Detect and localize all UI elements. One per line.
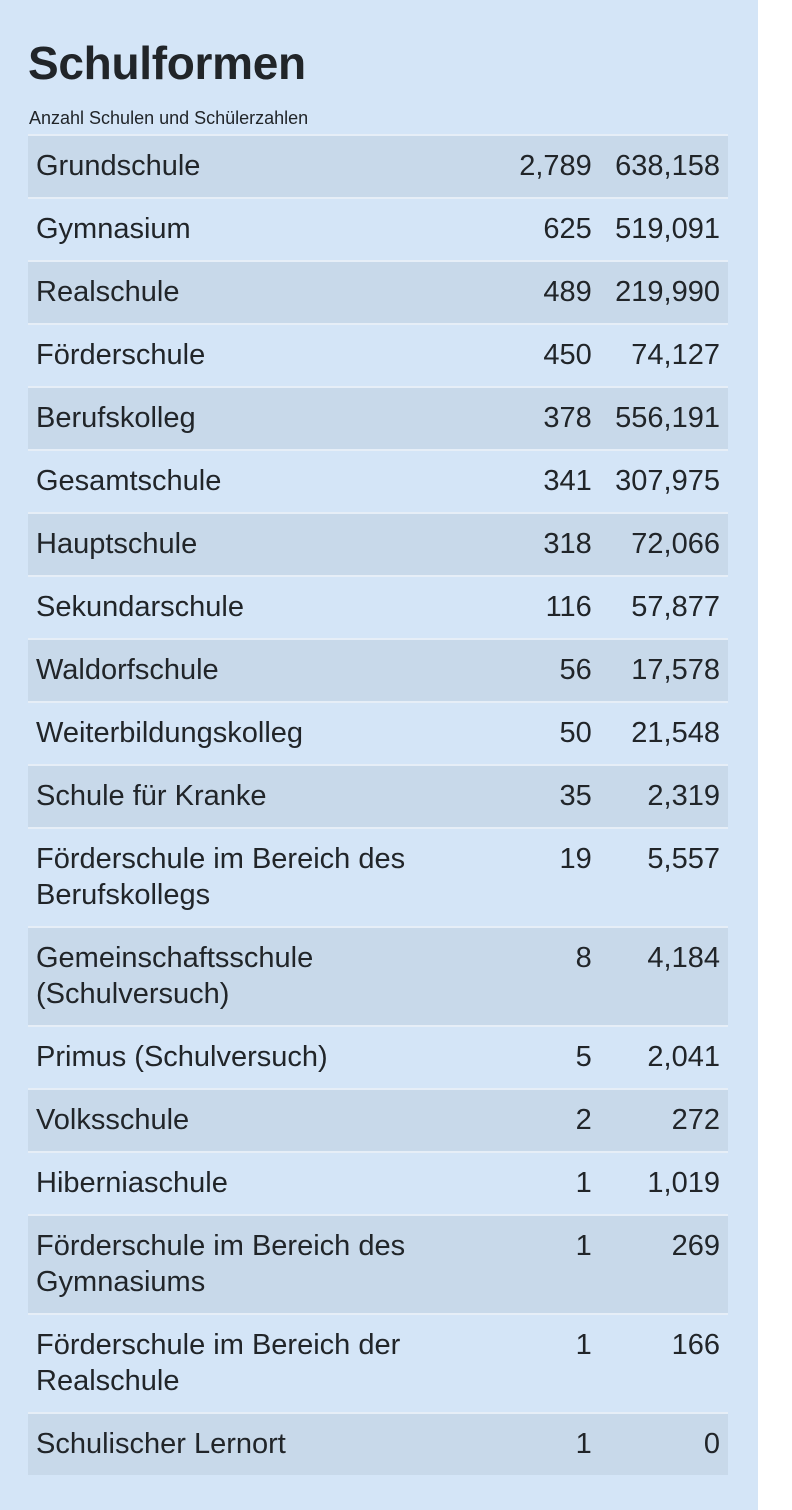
- schulform-name-cell: Schulischer Lernort: [36, 1428, 286, 1460]
- schueler-count-cell: 2,041: [647, 1041, 720, 1073]
- schulen-count-cell: 341: [543, 465, 592, 497]
- table-row: Realschule 489 219,990: [28, 261, 728, 324]
- schulform-name-cell: Gymnasium: [36, 213, 191, 245]
- schueler-count-cell: 21,548: [631, 717, 720, 749]
- schueler-count-cell: 4,184: [647, 942, 720, 974]
- table-row: Förderschule im Bereich des Berufskolleg…: [28, 828, 728, 927]
- table-row: Schulischer Lernort 1 0: [28, 1413, 728, 1475]
- schueler-count-cell: 72,066: [631, 528, 720, 560]
- schulform-name-cell: Förderschule im Bereich des Gymnasiums: [36, 1230, 406, 1298]
- schueler-count-cell: 269: [671, 1230, 720, 1262]
- table-row: Volksschule 2 272: [28, 1089, 728, 1152]
- schueler-count-cell: 1,019: [647, 1167, 720, 1199]
- schulen-count-cell: 116: [545, 591, 592, 623]
- schulform-name-cell: Berufskolleg: [36, 402, 196, 434]
- schulen-count-cell: 8: [575, 942, 592, 974]
- schulform-name-cell: Primus (Schulversuch): [36, 1041, 328, 1073]
- schueler-count-cell: 17,578: [631, 654, 720, 686]
- schueler-count-cell: 0: [703, 1428, 720, 1460]
- schueler-count-cell: 5,557: [647, 843, 720, 875]
- schueler-count-cell: 74,127: [631, 339, 720, 371]
- schueler-count-cell: 272: [671, 1104, 720, 1136]
- schulen-count-cell: 1: [575, 1167, 592, 1199]
- schulform-name-cell: Waldorfschule: [36, 654, 219, 686]
- schueler-count-cell: 57,877: [631, 591, 720, 623]
- schueler-count-cell: 519,091: [615, 213, 720, 245]
- schulform-name-cell: Gemeinschaftsschule (Schulversuch): [36, 942, 314, 1010]
- schulen-count-cell: 489: [543, 276, 592, 308]
- schulen-count-cell: 2,789: [519, 150, 592, 182]
- schulform-name-cell: Grundschule: [36, 150, 201, 182]
- schulen-count-cell: 50: [559, 717, 592, 749]
- schulform-name-cell: Förderschule: [36, 339, 206, 371]
- table-row: Sekundarschule 116 57,877: [28, 576, 728, 639]
- page-title: Schulformen: [28, 37, 306, 89]
- schueler-count-cell: 556,191: [615, 402, 720, 434]
- schulform-name-cell: Hauptschule: [36, 528, 198, 560]
- schulen-count-cell: 1: [575, 1329, 592, 1361]
- schulen-count-cell: 56: [559, 654, 592, 686]
- schulen-count-cell: 1: [575, 1230, 592, 1262]
- schulformen-panel: Schulformen Anzahl Schulen und Schülerza…: [0, 0, 758, 1510]
- schulen-count-cell: 19: [559, 843, 592, 875]
- schueler-count-cell: 307,975: [615, 465, 720, 497]
- schulformen-table: Grundschule 2,789 638,158 Gymnasium 625 519,0…: [28, 134, 728, 1475]
- schulform-name-cell: Sekundarschule: [36, 591, 244, 623]
- schulen-count-cell: 625: [543, 213, 592, 245]
- table-row: Primus (Schulversuch) 5 2,041: [28, 1026, 728, 1089]
- schulen-count-cell: 1: [575, 1428, 592, 1460]
- table-body: Grundschule 2,789 638,158 Gymnasium 625 519,0…: [28, 135, 728, 1475]
- page-subtitle: Anzahl Schulen und Schülerzahlen: [29, 108, 309, 128]
- table-row: Hiberniaschule 1 1,019: [28, 1152, 728, 1215]
- table-row: Grundschule 2,789 638,158: [28, 135, 728, 198]
- schueler-count-cell: 638,158: [615, 150, 720, 182]
- schulform-name-cell: Förderschule im Bereich der Realschule: [36, 1329, 401, 1397]
- table-row: Schule für Kranke 35 2,319: [28, 765, 728, 828]
- table-row: Waldorfschule 56 17,578: [28, 639, 728, 702]
- schueler-count-cell: 166: [671, 1329, 720, 1361]
- table-row: Förderschule im Bereich der Realschule 1 1…: [28, 1314, 728, 1413]
- table-row: Gesamtschule 341 307,975: [28, 450, 728, 513]
- table-row: Gymnasium 625 519,091: [28, 198, 728, 261]
- table-row: Weiterbildungskolleg 50 21,548: [28, 702, 728, 765]
- schulen-count-cell: 318: [543, 528, 592, 560]
- schueler-count-cell: 219,990: [615, 276, 720, 308]
- schulform-name-cell: Weiterbildungskolleg: [36, 717, 304, 749]
- schulen-count-cell: 450: [543, 339, 592, 371]
- schulform-name-cell: Förderschule im Bereich des Berufskolleg…: [36, 843, 406, 911]
- schulform-name-cell: Schule für Kranke: [36, 780, 267, 812]
- schulform-name-cell: Realschule: [36, 276, 180, 308]
- table-row: Förderschule im Bereich des Gymnasiums 1 2…: [28, 1215, 728, 1314]
- schulform-name-cell: Hiberniaschule: [36, 1167, 228, 1199]
- schulen-count-cell: 35: [559, 780, 592, 812]
- table-row: Förderschule 450 74,127: [28, 324, 728, 387]
- table-row: Hauptschule 318 72,066: [28, 513, 728, 576]
- schulen-count-cell: 5: [575, 1041, 592, 1073]
- schueler-count-cell: 2,319: [647, 780, 720, 812]
- schulen-count-cell: 2: [575, 1104, 592, 1136]
- table-row: Gemeinschaftsschule (Schulversuch) 8 4,184: [28, 927, 728, 1026]
- schulen-count-cell: 378: [543, 402, 592, 434]
- table-row: Berufskolleg 378 556,191: [28, 387, 728, 450]
- schulform-name-cell: Volksschule: [36, 1104, 190, 1136]
- schulform-name-cell: Gesamtschule: [36, 465, 222, 497]
